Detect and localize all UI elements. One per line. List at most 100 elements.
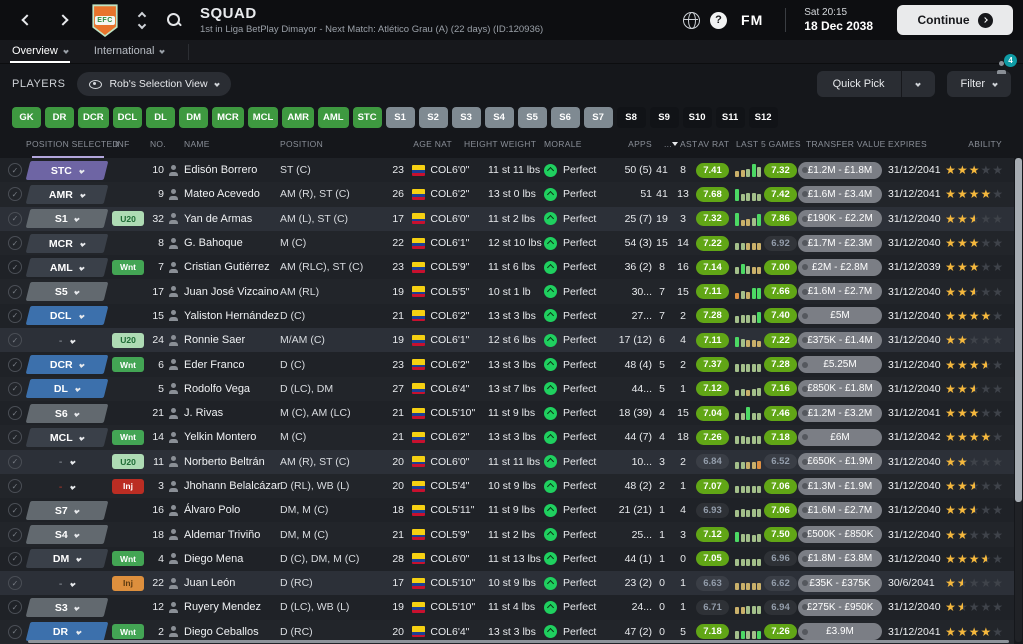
pos-filter-amr[interactable]: AMR bbox=[282, 106, 314, 128]
table-row[interactable]: ✓ DR Wnt 2 Diego Ceballos D (RC) 20 COL 6'4" 13 s… bbox=[0, 619, 1014, 644]
position-selected-dropdown[interactable]: DM bbox=[25, 549, 109, 569]
player-name[interactable]: Edisón Borrero bbox=[184, 164, 258, 177]
help-icon[interactable]: ? bbox=[710, 11, 728, 29]
pos-filter-mcl[interactable]: MCL bbox=[247, 106, 279, 128]
table-row[interactable]: ✓ MCR 8 G. Bahoque M (C) 22 COL 6'1" 12 st 10 lb… bbox=[0, 230, 1014, 256]
selected-check-icon[interactable]: ✓ bbox=[8, 187, 22, 202]
col-expires[interactable]: EXPIRES bbox=[888, 139, 927, 149]
col-morale[interactable]: MORALE bbox=[544, 139, 582, 149]
position-selected-dropdown[interactable]: S5 bbox=[25, 282, 109, 302]
pos-filter-s8[interactable]: S8 bbox=[616, 106, 646, 128]
pos-filter-dcr[interactable]: DCR bbox=[78, 106, 109, 128]
pos-filter-dm[interactable]: DM bbox=[179, 106, 209, 128]
table-row[interactable]: ✓ MCL Wnt 14 Yelkin Montero M (C) 21 COL 6'2" 13 … bbox=[0, 425, 1014, 450]
col-ast[interactable]: AST bbox=[672, 139, 697, 149]
selected-check-icon[interactable]: ✓ bbox=[8, 551, 22, 566]
position-selected-dropdown[interactable]: - bbox=[26, 477, 109, 496]
player-name[interactable]: Eder Franco bbox=[184, 358, 245, 371]
table-row[interactable]: ✓ AML Wnt 7 Cristian Gutiérrez AM (RLC), ST (… bbox=[0, 255, 1014, 280]
world-icon[interactable] bbox=[683, 11, 701, 29]
position-selected-dropdown[interactable]: - bbox=[26, 331, 109, 350]
table-row[interactable]: ✓ DCL 15 Yaliston Hernández D (C) 21 COL 6'2" 13… bbox=[0, 303, 1014, 329]
selected-check-icon[interactable]: ✓ bbox=[8, 236, 22, 251]
player-name[interactable]: Yan de Armas bbox=[184, 212, 253, 225]
pos-filter-s3[interactable]: S3 bbox=[451, 106, 481, 128]
pos-filter-s4[interactable]: S4 bbox=[484, 106, 514, 128]
table-row[interactable]: ✓ DCR Wnt 6 Eder Franco D (C) 23 COL 6'2" 13 st 3… bbox=[0, 352, 1014, 377]
col-height-weight[interactable]: HEIGHT WEIGHT bbox=[464, 139, 537, 149]
position-selected-dropdown[interactable]: DCL bbox=[25, 306, 109, 326]
position-selected-dropdown[interactable]: S7 bbox=[25, 500, 109, 520]
table-row[interactable]: ✓ - U20 11 Norberto Beltrán AM (R), ST (C) 20 C… bbox=[0, 449, 1014, 474]
pos-filter-s12[interactable]: S12 bbox=[748, 106, 778, 128]
player-name[interactable]: Álvaro Polo bbox=[184, 504, 241, 517]
table-row[interactable]: ✓ DL 5 Rodolfo Vega D (LC), DM 27 COL 6'4" 13 st… bbox=[0, 376, 1014, 401]
table-row[interactable]: ✓ AMR 9 Mateo Acevedo AM (R), ST (C) 26 COL 6'2… bbox=[0, 182, 1014, 207]
pos-filter-dcl[interactable]: DCL bbox=[112, 106, 143, 128]
pos-filter-s11[interactable]: S11 bbox=[715, 106, 745, 128]
pos-filter-s9[interactable]: S9 bbox=[649, 106, 679, 128]
section-cycle-icon[interactable] bbox=[134, 11, 150, 29]
table-row[interactable]: ✓ S6 21 J. Rivas M (C), AM (LC) 21 COL 5'10" 11 … bbox=[0, 400, 1014, 426]
forward-icon[interactable] bbox=[50, 7, 76, 33]
player-name[interactable]: G. Bahoque bbox=[184, 237, 243, 250]
pos-filter-s2[interactable]: S2 bbox=[418, 106, 448, 128]
player-name[interactable]: Yaliston Hernández bbox=[184, 309, 280, 322]
col-last5[interactable]: LAST 5 GAMES bbox=[736, 139, 801, 149]
selected-check-icon[interactable]: ✓ bbox=[8, 357, 22, 372]
pos-filter-s10[interactable]: S10 bbox=[682, 106, 712, 128]
player-name[interactable]: Rodolfo Vega bbox=[184, 382, 251, 395]
player-name[interactable]: Aldemar Triviño bbox=[184, 528, 261, 541]
selected-check-icon[interactable]: ✓ bbox=[8, 454, 22, 469]
position-selected-dropdown[interactable]: DL bbox=[25, 379, 109, 399]
selected-check-icon[interactable]: ✓ bbox=[8, 576, 22, 591]
selected-check-icon[interactable]: ✓ bbox=[8, 163, 22, 178]
col-age-nat[interactable]: AGE NAT bbox=[413, 139, 452, 149]
col-transfer-value[interactable]: TRANSFER VALUE bbox=[806, 139, 886, 149]
col-position[interactable]: POSITION bbox=[280, 139, 324, 149]
col-no[interactable]: NO. bbox=[149, 139, 166, 149]
table-row[interactable]: ✓ S7 16 Álvaro Polo DM, M (C) 18 COL 5'11" 11 st… bbox=[0, 498, 1014, 523]
back-icon[interactable] bbox=[14, 7, 40, 33]
player-name[interactable]: Norberto Beltrán bbox=[184, 455, 265, 468]
player-name[interactable]: Mateo Acevedo bbox=[184, 188, 260, 201]
table-row[interactable]: ✓ DM Wnt 4 Diego Mena D (C), DM, M (C) 28 COL 6'… bbox=[0, 546, 1014, 572]
selected-check-icon[interactable]: ✓ bbox=[8, 503, 22, 518]
tab-international[interactable]: International bbox=[92, 41, 167, 63]
table-row[interactable]: ✓ - U20 24 Ronnie Saer M/AM (C) 19 COL 6'1" 12 st… bbox=[0, 328, 1014, 353]
selected-check-icon[interactable]: ✓ bbox=[8, 333, 22, 348]
player-name[interactable]: Diego Ceballos bbox=[184, 625, 259, 638]
position-selected-dropdown[interactable]: S1 bbox=[25, 209, 109, 229]
position-selected-dropdown[interactable]: DCR bbox=[25, 355, 109, 375]
position-selected-dropdown[interactable]: - bbox=[26, 574, 109, 593]
vertical-scrollbar[interactable] bbox=[1015, 158, 1022, 642]
position-selected-dropdown[interactable]: DR bbox=[25, 622, 109, 642]
selected-check-icon[interactable]: ✓ bbox=[8, 479, 22, 493]
pos-filter-s5[interactable]: S5 bbox=[517, 106, 547, 128]
selected-check-icon[interactable]: ✓ bbox=[8, 381, 22, 396]
table-row[interactable]: ✓ S5 17 Juan José Vizcaino AM (RL) 19 COL 5'5" 1… bbox=[0, 279, 1014, 304]
player-name[interactable]: Cristian Gutiérrez bbox=[184, 261, 270, 274]
selected-check-icon[interactable]: ✓ bbox=[8, 430, 22, 445]
position-selected-dropdown[interactable]: - bbox=[26, 452, 109, 471]
pos-filter-gk[interactable]: GK bbox=[12, 106, 41, 128]
pos-filter-stc[interactable]: STC bbox=[352, 106, 382, 128]
pos-filter-s1[interactable]: S1 bbox=[385, 106, 415, 128]
pos-filter-dr[interactable]: DR bbox=[45, 106, 74, 128]
selected-check-icon[interactable]: ✓ bbox=[8, 211, 22, 226]
col-av-rat[interactable]: AV RAT bbox=[698, 139, 730, 149]
pos-filter-dl[interactable]: DL bbox=[146, 106, 176, 128]
table-row[interactable]: ✓ - Inj 3 Jhohann Belalcázar D (RL), WB (L) 20… bbox=[0, 473, 1014, 499]
col-position-selected[interactable]: POSITION SELECTED bbox=[26, 139, 119, 149]
table-row[interactable]: ✓ S1 U20 32 Yan de Armas AM (L), ST (C) 17 COL 6… bbox=[0, 206, 1014, 231]
player-name[interactable]: Yelkin Montero bbox=[184, 431, 257, 444]
view-selector[interactable]: Rob's Selection View bbox=[77, 72, 231, 96]
player-name[interactable]: Ruyery Mendez bbox=[184, 601, 262, 614]
table-row[interactable]: ✓ S3 12 Ruyery Mendez D (LC), WB (L) 19 COL 5'1… bbox=[0, 595, 1014, 620]
player-name[interactable]: J. Rivas bbox=[184, 407, 224, 420]
position-selected-dropdown[interactable]: MCR bbox=[25, 233, 109, 253]
player-name[interactable]: Juan José Vizcaino bbox=[184, 285, 279, 298]
social-notification[interactable]: 4 bbox=[997, 54, 1017, 74]
col-inf[interactable]: INF bbox=[115, 139, 130, 149]
table-row[interactable]: ✓ S4 18 Aldemar Triviño DM, M (C) 21 COL 5'9" 11… bbox=[0, 522, 1014, 547]
